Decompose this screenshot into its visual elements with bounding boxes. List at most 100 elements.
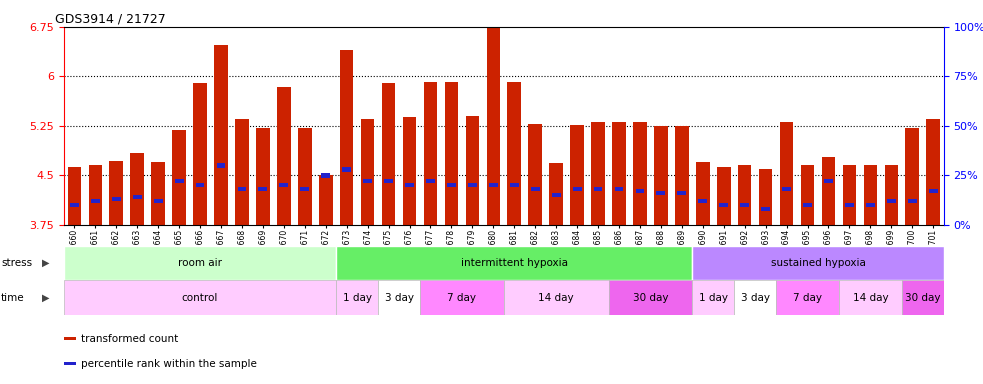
Bar [336, 246, 692, 280]
Bar [822, 157, 836, 225]
Bar [426, 179, 434, 184]
Bar [301, 187, 310, 191]
Bar [340, 50, 354, 225]
Bar [214, 45, 228, 225]
Bar [361, 119, 375, 225]
Bar [654, 126, 667, 225]
Bar [782, 187, 791, 191]
Bar [780, 122, 793, 225]
Bar [777, 280, 838, 315]
Bar [133, 195, 142, 199]
Bar [759, 169, 773, 225]
Bar [109, 161, 123, 225]
Bar [845, 202, 854, 207]
Bar [447, 183, 456, 187]
Bar [131, 153, 145, 225]
Bar [549, 163, 563, 225]
Bar [633, 122, 647, 225]
Bar [64, 280, 336, 315]
Bar [529, 124, 542, 225]
Text: ▶: ▶ [42, 258, 50, 268]
Bar [318, 175, 332, 225]
Bar [70, 202, 79, 207]
Bar [257, 128, 269, 225]
Bar [68, 167, 82, 225]
Bar [636, 189, 645, 193]
Bar [172, 131, 186, 225]
Bar [842, 166, 856, 225]
Text: time: time [1, 293, 25, 303]
Bar [151, 162, 165, 225]
Bar [503, 280, 608, 315]
Text: intermittent hypoxia: intermittent hypoxia [461, 258, 568, 268]
Text: control: control [182, 293, 218, 303]
Bar [384, 179, 393, 184]
Bar [466, 116, 479, 225]
Bar [740, 202, 749, 207]
Bar [403, 117, 417, 225]
Bar [720, 202, 728, 207]
Bar [64, 338, 77, 340]
Bar [591, 122, 605, 225]
Bar [507, 81, 521, 225]
Bar [677, 191, 686, 195]
Text: percentile rank within the sample: percentile rank within the sample [81, 359, 257, 369]
Bar [738, 165, 751, 225]
Bar [594, 187, 603, 191]
Text: 1 day: 1 day [699, 293, 727, 303]
Bar [692, 280, 734, 315]
Bar [112, 197, 121, 201]
Bar [803, 202, 812, 207]
Bar [336, 280, 378, 315]
Bar [90, 199, 99, 203]
Bar [657, 191, 665, 195]
Bar [216, 163, 225, 168]
Text: 14 day: 14 day [539, 293, 574, 303]
Bar [378, 280, 420, 315]
Bar [64, 246, 336, 280]
Text: 3 day: 3 day [384, 293, 414, 303]
Bar [692, 246, 944, 280]
Bar [444, 81, 458, 225]
Bar [614, 187, 623, 191]
Text: 7 day: 7 day [793, 293, 822, 303]
Bar [885, 166, 898, 225]
Bar [901, 280, 944, 315]
Bar [926, 119, 940, 225]
Text: 1 day: 1 day [343, 293, 372, 303]
Text: 3 day: 3 day [740, 293, 770, 303]
Bar [487, 27, 500, 225]
Bar [88, 166, 102, 225]
Text: 14 day: 14 day [852, 293, 889, 303]
Bar [551, 193, 560, 197]
Bar [64, 362, 77, 365]
Bar [570, 125, 584, 225]
Text: sustained hypoxia: sustained hypoxia [771, 258, 865, 268]
Text: GDS3914 / 21727: GDS3914 / 21727 [55, 13, 166, 26]
Bar [363, 179, 372, 184]
Bar [153, 199, 162, 203]
Text: 30 day: 30 day [905, 293, 941, 303]
Bar [235, 119, 249, 225]
Bar [238, 187, 247, 191]
Bar [887, 199, 896, 203]
Bar [342, 167, 351, 172]
Bar [908, 199, 917, 203]
Bar [761, 207, 770, 211]
Bar [929, 189, 938, 193]
Bar [468, 183, 477, 187]
Bar [612, 122, 626, 225]
Bar [573, 187, 582, 191]
Bar [420, 280, 503, 315]
Bar [277, 87, 291, 225]
Bar [824, 179, 833, 184]
Bar [863, 166, 877, 225]
Text: 30 day: 30 day [633, 293, 668, 303]
Bar [510, 183, 519, 187]
Bar [838, 280, 901, 315]
Bar [381, 83, 395, 225]
Bar [717, 167, 730, 225]
Bar [259, 187, 267, 191]
Text: stress: stress [1, 258, 32, 268]
Bar [905, 128, 919, 225]
